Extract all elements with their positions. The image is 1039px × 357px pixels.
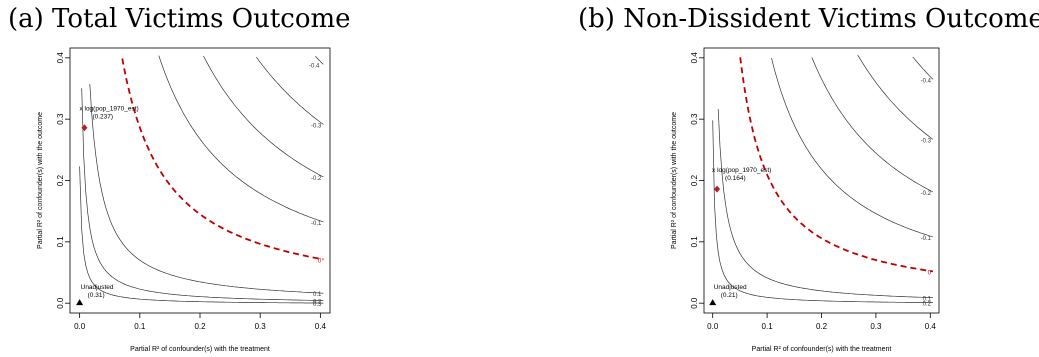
x-tick-label: 0.3 <box>255 322 267 331</box>
contour-line <box>315 55 324 65</box>
contour-label: -0.3 <box>921 138 932 144</box>
point-value-label: (0.164) <box>725 175 746 182</box>
contour-label: 0.2 <box>923 302 932 308</box>
bound-marker <box>714 185 721 193</box>
contour-label: -0.4 <box>921 78 932 84</box>
y-tick-label: 0.4 <box>56 52 65 64</box>
contour-line <box>81 88 324 301</box>
point-value-label: (0.31) <box>88 292 105 299</box>
contour-label: -0.2 <box>311 176 322 182</box>
contour-label: 0.1 <box>923 297 932 303</box>
x-axis-label: Partial R² of confounder(s) with the tre… <box>130 346 270 353</box>
x-tick-label: 0.1 <box>762 322 774 331</box>
contour-label: -0.1 <box>921 236 932 242</box>
unadjusted-marker <box>76 299 84 306</box>
contour-line <box>739 57 934 273</box>
contour-line <box>811 57 934 193</box>
panel-caption: (a) Total Victims Outcome <box>8 4 351 34</box>
x-axis-label: Partial R² of confounder(s) with the tre… <box>752 346 892 353</box>
y-tick-label: 0.2 <box>56 174 65 186</box>
x-tick-label: 0.0 <box>707 322 719 331</box>
x-tick-label: 0.4 <box>925 322 937 331</box>
unadjusted-marker <box>709 299 717 306</box>
contour-line <box>771 57 934 238</box>
point-label: x log(pop_1970_est) <box>79 106 138 113</box>
contour-line <box>717 108 934 299</box>
contour-line <box>158 55 324 223</box>
x-tick-label: 0.2 <box>816 322 828 331</box>
contour-line <box>89 83 324 294</box>
contour-label: 0 <box>318 258 322 264</box>
contour-label: 0.2 <box>313 300 322 306</box>
contour-line <box>79 166 324 304</box>
y-tick-label: 0.3 <box>56 113 65 125</box>
contour-line <box>857 54 934 140</box>
point-label: Unadjusted <box>81 284 114 291</box>
x-tick-label: 0.3 <box>870 322 882 331</box>
point-value-label: (0.237) <box>92 114 113 121</box>
x-tick-label: 0.4 <box>315 322 327 331</box>
x-tick-label: 0.2 <box>194 322 206 331</box>
y-tick-label: 0.0 <box>690 297 699 309</box>
bound-marker <box>81 124 88 132</box>
panel-non-dissident-victims: (b) Non-Dissident Victims Outcome 0.0 0.1… <box>520 0 1039 357</box>
y-tick-label: 0.1 <box>690 236 699 248</box>
x-tick-label: 0.1 <box>134 322 146 331</box>
contour-label: 0.1 <box>313 292 322 298</box>
contour-line <box>121 58 324 261</box>
contour-label: -0.2 <box>921 191 932 197</box>
x-tick-label: 0.0 <box>74 322 86 331</box>
contour-label: -0.4 <box>309 63 320 69</box>
y-tick-label: 0.3 <box>690 113 699 125</box>
contour-line <box>912 56 934 80</box>
panel-total-victims: (a) Total Victims Outcome 0.0 0.1 0.2 0.3 0.… <box>8 4 351 353</box>
y-axis-label: Partial R² of confounder(s) with the out… <box>37 112 44 249</box>
contour-line <box>203 55 324 178</box>
contour-label: 0.3 <box>313 302 322 308</box>
point-label: x log(pop_1970_est) <box>712 167 771 174</box>
point-label: Unadjusted <box>714 284 747 291</box>
contour-label: -0.1 <box>311 221 322 227</box>
plot-frame <box>69 47 331 314</box>
y-tick-label: 0.0 <box>56 297 65 309</box>
contour-label: 0 <box>928 270 932 276</box>
panel-caption: (b) Non-Dissident Victims Outcome <box>578 4 1039 34</box>
contour-line <box>256 56 324 125</box>
y-axis-label: Partial R² of confounder(s) with the out… <box>671 112 678 249</box>
contour-label: -0.3 <box>311 123 322 129</box>
point-value-label: (0.21) <box>721 292 738 299</box>
y-tick-label: 0.4 <box>690 52 699 64</box>
y-tick-label: 0.1 <box>56 236 65 248</box>
contour-line <box>712 120 933 303</box>
y-tick-label: 0.2 <box>690 174 699 186</box>
